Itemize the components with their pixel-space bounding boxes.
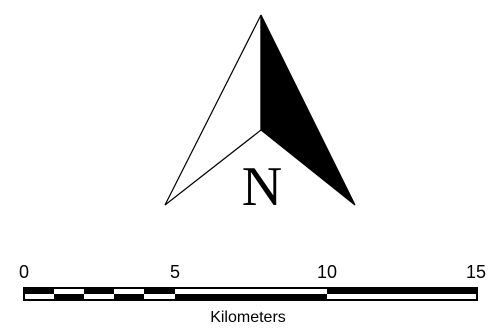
scale-bar-outline [23, 287, 478, 301]
scale-bar-segment [114, 294, 144, 300]
scale-bar-segment [54, 294, 84, 300]
scale-tick-label-10: 10 [317, 262, 337, 282]
scale-bar-segment [144, 288, 175, 294]
north-letter: N [242, 156, 282, 218]
scale-bar-segment [175, 294, 327, 300]
scale-bar-segment [24, 288, 54, 294]
scale-bar [23, 287, 478, 301]
north-arrow-right-half [260, 14, 356, 206]
scale-tick-label-5: 5 [170, 262, 180, 282]
scale-tick-label-15: 15 [466, 262, 486, 282]
scale-bar-segment [327, 288, 477, 294]
scale-bar-segment [84, 288, 114, 294]
scale-tick-label-0: 0 [19, 262, 29, 282]
north-arrow-icon [164, 14, 356, 206]
scale-unit-label: Kilometers [210, 309, 286, 326]
